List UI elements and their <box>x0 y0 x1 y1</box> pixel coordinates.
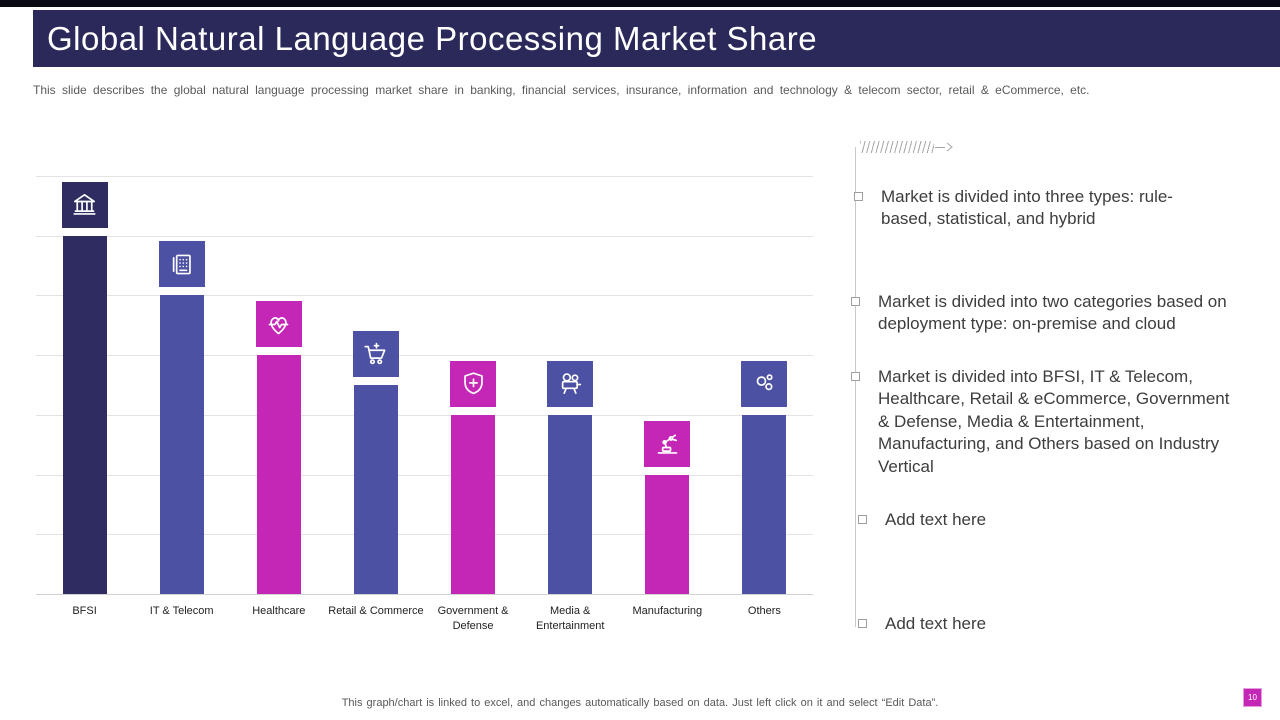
slide-header: Global Natural Language Processing Marke… <box>33 10 1280 67</box>
excel-link-note: This graph/chart is linked to excel, and… <box>341 697 939 709</box>
robot-arm-icon <box>644 420 691 467</box>
nlp-market-bar-chart[interactable]: BFSI IT & Telecom Healthcare Retail & Comme… <box>36 176 813 632</box>
bar-label: IT & Telecom <box>149 605 214 617</box>
gridline <box>36 414 813 416</box>
page-number-badge: 10 <box>1243 688 1262 707</box>
bullet-square-icon <box>851 372 860 381</box>
bar-label: Retail & Commerce <box>328 605 424 617</box>
cart-icon <box>352 331 399 377</box>
page-title: Global Natural Language Processing Marke… <box>47 19 818 57</box>
gridline <box>36 474 813 476</box>
bullet-square-icon <box>858 515 867 524</box>
notes-connector-line <box>855 147 856 627</box>
bar-label: BFSI <box>72 605 97 617</box>
note-item-placeholder[interactable]: Add text here <box>858 613 1105 635</box>
bar-label: Government & Defense <box>437 605 509 632</box>
shield-plus-icon <box>450 360 497 407</box>
bar-label: Others <box>747 605 781 617</box>
note-item: Market is divided into two categories ba… <box>851 291 1276 336</box>
bar-label: Manufacturing <box>632 605 703 617</box>
bar-it-telecom[interactable] <box>159 295 204 594</box>
bar-label: Media & Entertainment <box>535 605 605 632</box>
bar-healthcare[interactable] <box>256 355 301 594</box>
note-item: Market is divided into BFSI, IT & Teleco… <box>851 366 1234 478</box>
slide-description: This slide describes the global natural … <box>33 83 1090 97</box>
bullet-square-icon <box>851 297 860 306</box>
note-item-placeholder[interactable]: Add text here <box>858 509 1105 531</box>
bullet-square-icon <box>854 192 863 201</box>
bar-others[interactable] <box>742 414 787 594</box>
bar-government-defense[interactable] <box>451 414 496 594</box>
bar-retail-commerce[interactable] <box>353 385 398 594</box>
bar-label: Healthcare <box>252 605 306 617</box>
bank-icon <box>61 181 108 228</box>
note-text: Add text here <box>885 510 987 529</box>
decorative-hatch-icon <box>860 141 954 153</box>
note-text: Market is divided into two categories ba… <box>878 292 1227 334</box>
gridline <box>36 534 813 536</box>
circles-icon <box>741 360 788 407</box>
bar-manufacturing[interactable] <box>645 474 690 594</box>
gridline <box>36 594 813 595</box>
note-text: Market is divided into three types: rule… <box>881 187 1173 229</box>
top-border-strip <box>0 0 1280 7</box>
gridline <box>36 176 813 177</box>
note-text: Market is divided into BFSI, IT & Teleco… <box>878 367 1230 476</box>
bar-media-entertainment[interactable] <box>548 414 593 594</box>
hatch-tail-line <box>935 146 945 148</box>
bullet-square-icon <box>858 619 867 628</box>
gridline <box>36 235 813 237</box>
fax-icon <box>158 241 205 288</box>
gridline <box>36 295 813 297</box>
note-text: Add text here <box>885 614 987 633</box>
heart-pulse-icon <box>255 301 302 348</box>
note-item: Market is divided into three types: rule… <box>854 186 1221 231</box>
gridline <box>36 355 813 357</box>
hatch-pattern <box>860 141 934 153</box>
bar-bfsi[interactable] <box>62 235 107 594</box>
projector-icon <box>547 360 594 407</box>
chevron-right-icon <box>946 142 953 152</box>
